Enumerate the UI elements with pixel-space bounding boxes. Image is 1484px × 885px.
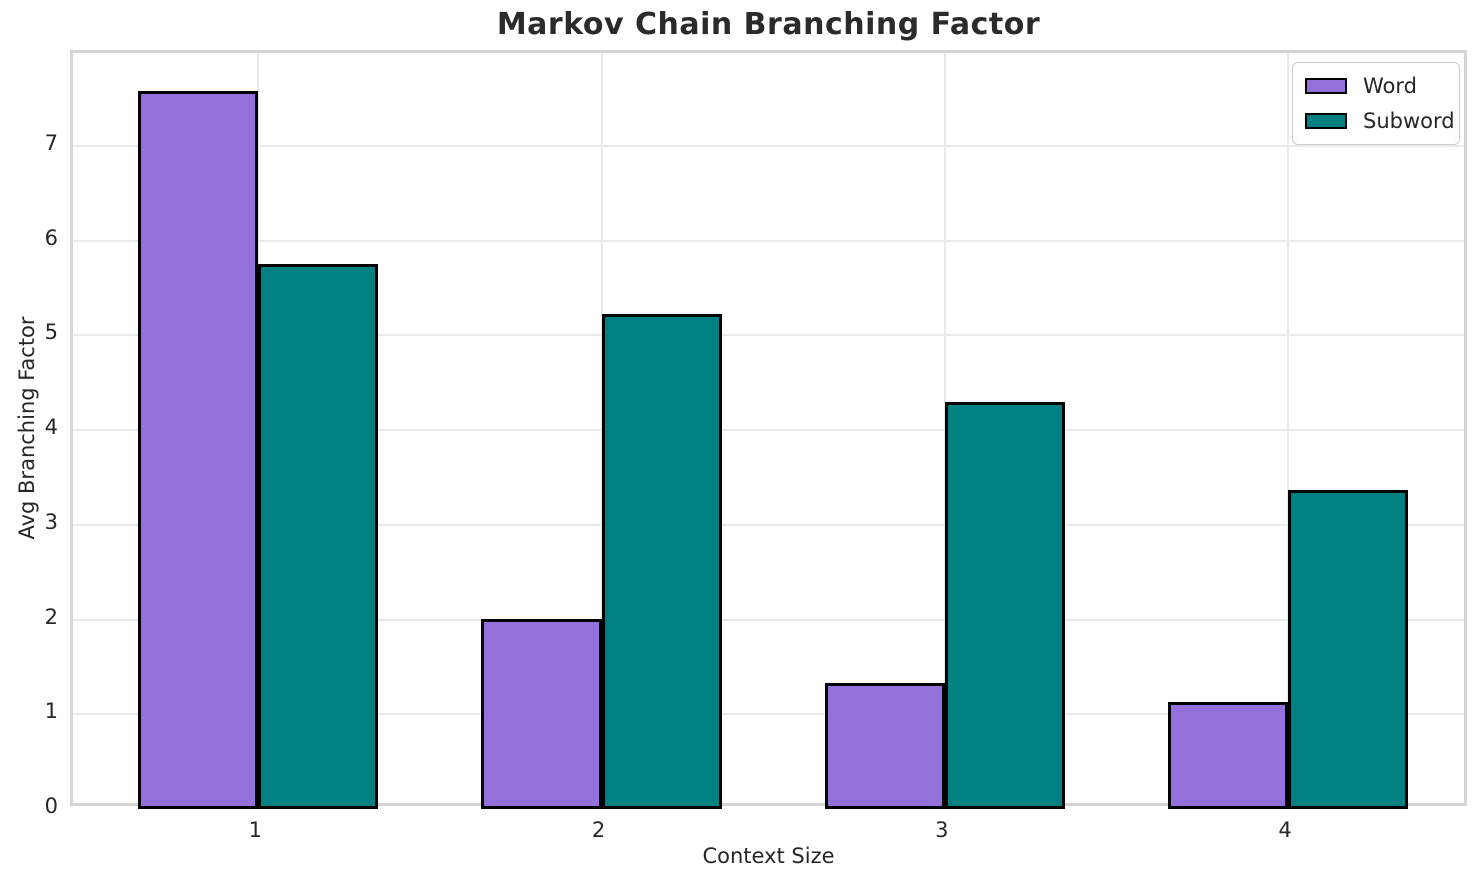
ytick-label-4: 4 bbox=[44, 415, 58, 440]
legend-label-word: Word bbox=[1363, 74, 1417, 98]
gridline-x-4 bbox=[1287, 53, 1290, 803]
legend-label-subword: Subword bbox=[1363, 109, 1455, 133]
ytick-label-7: 7 bbox=[44, 130, 58, 155]
bar-word-4 bbox=[1167, 701, 1289, 809]
bar-word-2 bbox=[481, 618, 602, 809]
xtick-label-3: 3 bbox=[935, 818, 949, 842]
gridline-y-1 bbox=[73, 713, 1464, 716]
gridline-y-7 bbox=[73, 144, 1464, 147]
gridline-y-2 bbox=[73, 618, 1464, 621]
xtick-label-1: 1 bbox=[248, 818, 263, 842]
xtick-label-4: 4 bbox=[1278, 818, 1292, 842]
gridline-y-5 bbox=[73, 334, 1464, 337]
legend-swatch-word bbox=[1305, 78, 1347, 94]
bar-subword-1 bbox=[258, 264, 379, 809]
bar-subword-3 bbox=[944, 401, 1065, 809]
ytick-label-3: 3 bbox=[44, 509, 58, 534]
gridline-y-4 bbox=[73, 429, 1464, 432]
ytick-label-1: 1 bbox=[44, 699, 58, 724]
bar-subword-2 bbox=[601, 313, 722, 809]
legend: Word Subword bbox=[1292, 62, 1460, 145]
bar-word-3 bbox=[824, 683, 945, 809]
plot-area bbox=[70, 50, 1467, 809]
ytick-label-2: 2 bbox=[44, 604, 58, 629]
chart-title: Markov Chain Branching Factor bbox=[496, 7, 1041, 42]
ytick-label-6: 6 bbox=[44, 225, 58, 250]
xtick-label-2: 2 bbox=[591, 818, 606, 842]
gridline-y-6 bbox=[73, 239, 1464, 242]
bar-word-1 bbox=[138, 90, 259, 809]
ytick-label-0: 0 bbox=[44, 794, 58, 818]
legend-item-subword: Subword bbox=[1305, 108, 1455, 134]
x-axis-label: Context Size bbox=[702, 844, 835, 868]
bar-subword-4 bbox=[1288, 489, 1409, 809]
ytick-label-5: 5 bbox=[44, 320, 58, 345]
gridline-y-3 bbox=[73, 523, 1464, 526]
legend-item-word: Word bbox=[1305, 73, 1447, 99]
legend-swatch-subword bbox=[1305, 113, 1347, 129]
